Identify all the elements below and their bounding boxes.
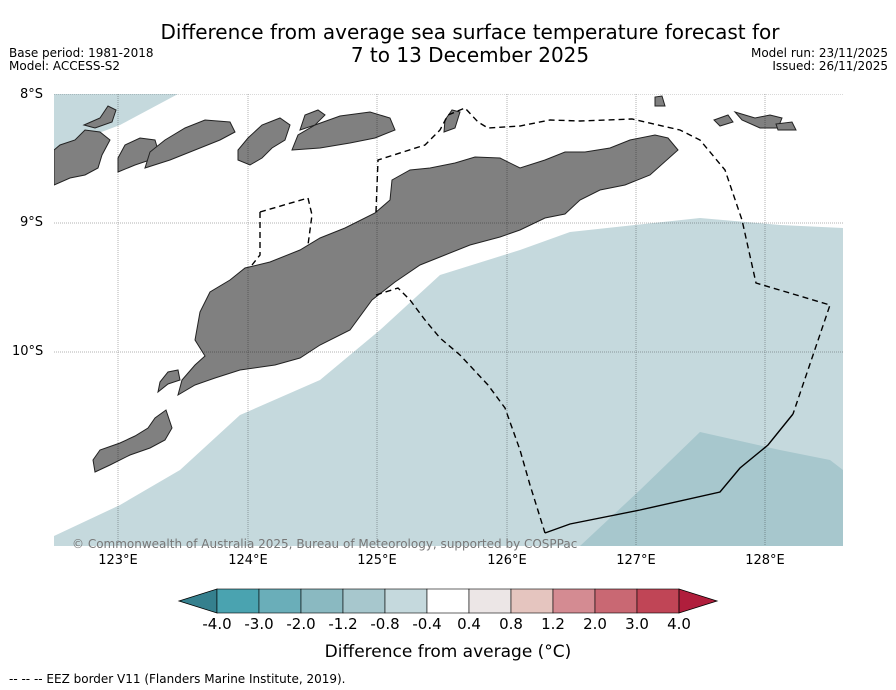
lon-label-126e: 126°E [487,553,527,568]
model-label: Model: ACCESS-S2 [9,59,121,73]
lat-label-8s: 8°S [20,87,44,102]
solor-island [144,119,236,169]
eez-legend-note: -- -- -- EEZ border V11 (Flanders Marine… [9,672,346,686]
colorbar-tick: 4.0 [667,615,691,633]
colorbar-segment [258,588,302,614]
small-islet [82,105,117,129]
issued-label: Issued: 26/11/2025 [772,59,888,73]
colorbar-over-arrow [678,588,719,614]
lakor-islet [775,121,797,131]
colorbar-segment [594,588,638,614]
lat-label-9s: 9°S [20,215,44,230]
moa-islet [713,114,734,127]
anomaly-light-zone [54,218,843,546]
eez-border-dashed [251,107,831,534]
alor-island [291,111,396,151]
lon-label-128e: 128°E [745,553,785,568]
colorbar-tick: -0.8 [370,615,400,633]
pantar-island [237,117,291,166]
eez-border-solid [544,413,794,534]
lon-label-123e: 123°E [98,553,138,568]
kisar-islet [654,95,666,107]
lon-label-124e: 124°E [228,553,268,568]
colorbar-tick: 0.4 [457,615,481,633]
colorbar-tick: -3.0 [244,615,274,633]
lat-label-10s: 10°S [12,344,44,359]
colorbar-tick: 1.2 [541,615,565,633]
colorbar-segment [342,588,386,614]
colorbar-label: Difference from average (°C) [324,642,572,662]
colorbar-tick: 2.0 [583,615,607,633]
colorbar-tick: -2.0 [286,615,316,633]
colorbar-segment [510,588,554,614]
colorbar-segment [552,588,596,614]
copyright-notice: © Commonwealth of Australia 2025, Bureau… [72,537,578,551]
savu-islet [157,369,181,394]
colorbar-segment [426,588,470,614]
colorbar-tick: -4.0 [202,615,232,633]
colorbar-tick: 0.8 [499,615,523,633]
chart-title-line1: Difference from average sea surface temp… [160,20,780,44]
colorbar-segment [384,588,428,614]
colorbar [177,588,719,614]
rote-island [92,409,173,473]
colorbar-tick: -0.4 [412,615,442,633]
colorbar-under-arrow [177,588,218,614]
colorbar-segment [300,588,344,614]
lon-label-127e: 127°E [616,553,656,568]
wetar-island [299,109,326,131]
base-period-label: Base period: 1981-2018 [9,46,154,60]
anomaly-medium-zone [580,432,843,546]
lon-label-125e: 125°E [357,553,397,568]
colorbar-segment [636,588,680,614]
colorbar-segment [216,588,260,614]
colorbar-tick: -1.2 [328,615,358,633]
colorbar-tick: 3.0 [625,615,649,633]
chart-title-line2: 7 to 13 December 2025 [350,43,590,67]
lomblen-island [117,137,159,173]
colorbar-segment [468,588,512,614]
model-run-label: Model run: 23/11/2025 [750,46,888,60]
flores-island [54,129,111,186]
